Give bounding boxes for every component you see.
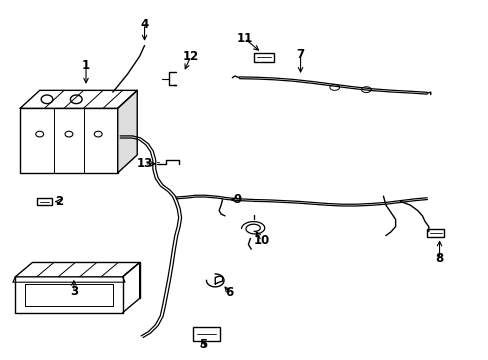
- Polygon shape: [118, 90, 137, 173]
- Bar: [37, 198, 52, 205]
- Text: 13: 13: [136, 157, 152, 170]
- Text: 10: 10: [253, 234, 269, 247]
- Polygon shape: [15, 277, 122, 313]
- Text: 4: 4: [140, 18, 148, 31]
- Text: 11: 11: [236, 32, 252, 45]
- Text: 3: 3: [70, 285, 78, 298]
- Bar: [20, 108, 118, 173]
- Text: 5: 5: [199, 338, 207, 351]
- Text: 2: 2: [55, 195, 63, 208]
- Bar: [193, 327, 220, 341]
- Text: 8: 8: [434, 252, 443, 265]
- Bar: [427, 229, 444, 237]
- Text: 6: 6: [225, 287, 234, 300]
- Bar: [254, 53, 273, 62]
- Polygon shape: [20, 90, 137, 108]
- Text: 7: 7: [296, 48, 304, 61]
- Polygon shape: [15, 262, 140, 277]
- Text: 1: 1: [82, 59, 90, 72]
- Text: 12: 12: [183, 50, 199, 63]
- Text: 9: 9: [233, 193, 241, 206]
